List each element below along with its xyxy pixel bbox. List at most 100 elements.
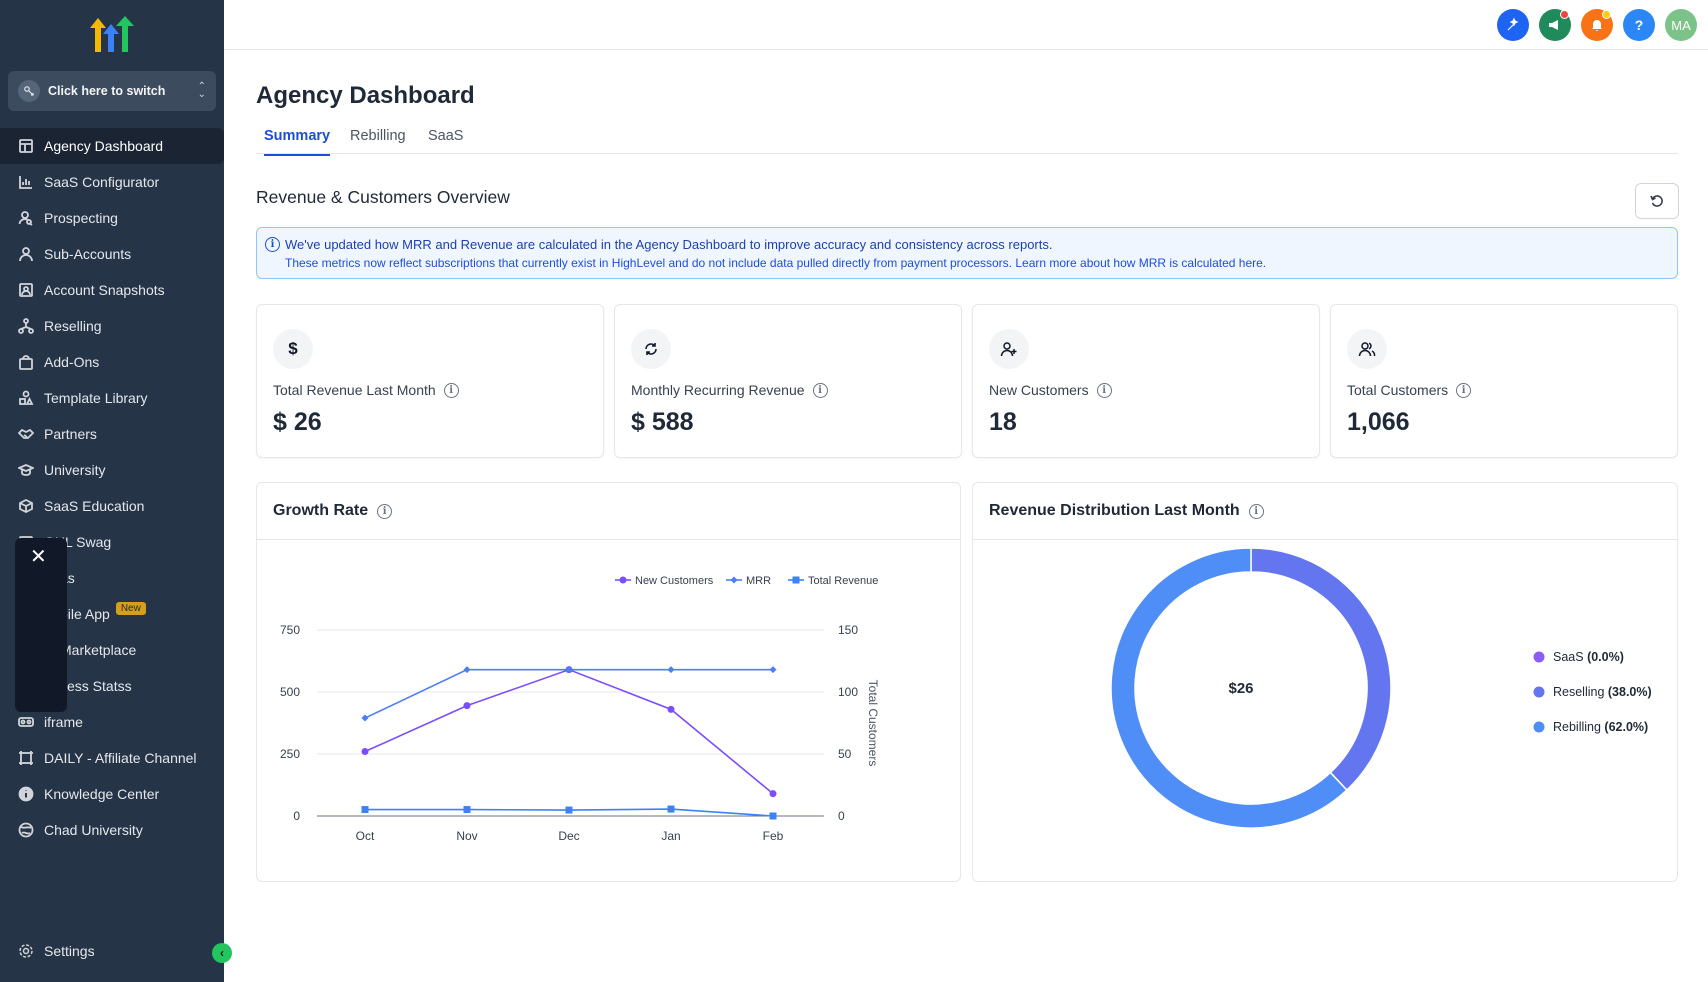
stat-value: $ 26: [273, 408, 322, 436]
sidebar-item-label: Account Snapshots: [44, 282, 165, 298]
help-button[interactable]: ?: [1623, 9, 1655, 41]
sidebar-item-partners[interactable]: Partners: [0, 416, 224, 452]
sidebar-item-label: Partners: [44, 426, 97, 442]
revenue-distribution-panel: Revenue Distribution Last Month i $26 Saa…: [972, 482, 1678, 882]
tab-summary[interactable]: Summary: [264, 128, 331, 156]
y-right-tick: 100: [838, 685, 858, 699]
panel-header: Growth Rate i: [257, 483, 960, 540]
switcher-label: Click here to switch: [48, 84, 166, 98]
sidebar-item-reselling[interactable]: Reselling: [0, 308, 224, 344]
info-icon[interactable]: i: [443, 382, 459, 398]
stat-card-mrr: Monthly Recurring Revenue i $ 588: [614, 304, 962, 458]
data-point: [463, 666, 471, 674]
stat-label: Monthly Recurring Revenue i: [631, 382, 828, 398]
user-plus-icon: [989, 329, 1029, 369]
collapse-sidebar-button[interactable]: ‹: [212, 943, 232, 963]
data-point: [769, 790, 777, 798]
sidebar-item-saas-configurator[interactable]: SaaS Configurator: [0, 164, 224, 200]
info-icon: i: [265, 237, 280, 252]
legend-label: SaaS (0.0%): [1553, 650, 1624, 664]
sidebar-item-template-library[interactable]: Template Library: [0, 380, 224, 416]
sidebar-item-university[interactable]: University: [0, 452, 224, 488]
y-right-tick: 150: [838, 623, 858, 637]
bag-icon: [18, 354, 34, 370]
snapshot-icon: [18, 282, 34, 298]
section-title: Revenue & Customers Overview: [256, 187, 510, 207]
sidebar-item-add-ons[interactable]: Add-Ons: [0, 344, 224, 380]
data-point: [667, 705, 675, 713]
donut-center-label: $26: [1228, 680, 1253, 697]
sidebar-item-chad-university[interactable]: Chad University: [0, 812, 224, 848]
notification-dot: [1602, 10, 1611, 19]
sidebar-item-label: Reselling: [44, 318, 102, 334]
switch-icon: [18, 80, 40, 102]
dashboard-icon: [18, 138, 34, 154]
users-icon: [1347, 329, 1387, 369]
data-point: [565, 806, 573, 814]
stat-value: 1,066: [1347, 408, 1410, 436]
y-left-tick: 250: [280, 747, 300, 761]
stat-card-total-revenue: $ Total Revenue Last Month i $ 26: [256, 304, 604, 458]
network-icon: [18, 318, 34, 334]
info-icon[interactable]: i: [812, 382, 828, 398]
sidebar-item-label: Template Library: [44, 390, 148, 406]
sidebar-item-saas-education[interactable]: SaaS Education: [0, 488, 224, 524]
data-point: [361, 714, 369, 722]
refresh-icon: [631, 329, 671, 369]
sidebar-item-label: Marketplace: [60, 642, 137, 658]
info-icon[interactable]: i: [1456, 382, 1472, 398]
sidebar-item-iframe[interactable]: iframe: [0, 704, 224, 740]
series-line-mrr: [364, 668, 773, 719]
sidebar-item-label: Prospecting: [44, 210, 118, 226]
info-icon[interactable]: i: [377, 503, 393, 519]
sidebar-item-daily-affiliate-channel[interactable]: DAILY - Affiliate Channel: [0, 740, 224, 776]
donut-slice-reselling: [1250, 547, 1392, 792]
banner-line-2[interactable]: These metrics now reflect subscriptions …: [285, 256, 1267, 270]
settings-label: Settings: [44, 943, 95, 959]
sidebar-item-label: Sub-Accounts: [44, 246, 132, 262]
sidebar-item-settings[interactable]: Settings: [0, 933, 224, 969]
sidebar-item-account-snapshots[interactable]: Account Snapshots: [0, 272, 224, 308]
account-switcher[interactable]: Click here to switch ⌃ ⌄: [8, 71, 216, 111]
sparkle-icon: [1507, 17, 1519, 31]
panel-title: Revenue Distribution Last Month: [989, 502, 1240, 519]
legend-label: MRR: [746, 575, 771, 587]
info-icon: [18, 786, 34, 802]
y-left-tick: 500: [280, 685, 300, 699]
y-left-tick: 0: [293, 809, 300, 823]
globe-icon: [18, 822, 34, 838]
sidebar-item-label: University: [44, 462, 106, 478]
sidebar-item-prospecting[interactable]: Prospecting: [0, 200, 224, 236]
stat-value: 18: [989, 408, 1017, 436]
sidebar-item-knowledge-center[interactable]: Knowledge Center: [0, 776, 224, 812]
sidebar-item-agency-dashboard[interactable]: Agency Dashboard: [0, 128, 224, 164]
refresh-button[interactable]: [1635, 183, 1679, 219]
legend-dot: [1533, 686, 1545, 698]
stat-label: New Customers i: [989, 382, 1112, 398]
app-logo[interactable]: [86, 14, 138, 56]
user-avatar[interactable]: MA: [1665, 9, 1697, 41]
stat-card-new-customers: New Customers i 18: [972, 304, 1320, 458]
tabs-divider: [256, 153, 1678, 154]
legend-label: Reselling (38.0%): [1553, 685, 1652, 699]
stat-label: Total Revenue Last Month i: [273, 382, 459, 398]
notifications-button[interactable]: [1581, 9, 1613, 41]
tab-saas[interactable]: SaaS: [428, 128, 464, 144]
legend-marker: [792, 576, 800, 584]
floating-panel: ✕: [15, 538, 67, 712]
close-icon[interactable]: ✕: [30, 546, 47, 568]
info-icon[interactable]: i: [1096, 382, 1112, 398]
announcements-button[interactable]: [1539, 9, 1571, 41]
panel-title: Growth Rate: [273, 502, 369, 519]
tab-rebilling[interactable]: Rebilling: [350, 128, 406, 144]
panel-header: Revenue Distribution Last Month i: [973, 483, 1677, 540]
ai-assistant-button[interactable]: [1497, 9, 1529, 41]
sidebar-item-sub-accounts[interactable]: Sub-Accounts: [0, 236, 224, 272]
revenue-distribution-chart: $26 SaaS (0.0%) Reselling (38.0%) Rebilling…: [1110, 547, 1652, 829]
x-tick-label: Nov: [456, 829, 477, 843]
chart-icon: [18, 174, 34, 190]
chevron-updown-icon: ⌃ ⌄: [197, 81, 206, 100]
x-tick-label: Jan: [661, 829, 680, 843]
sidebar-item-label: Agency Dashboard: [44, 138, 164, 154]
info-icon[interactable]: i: [1248, 503, 1264, 519]
